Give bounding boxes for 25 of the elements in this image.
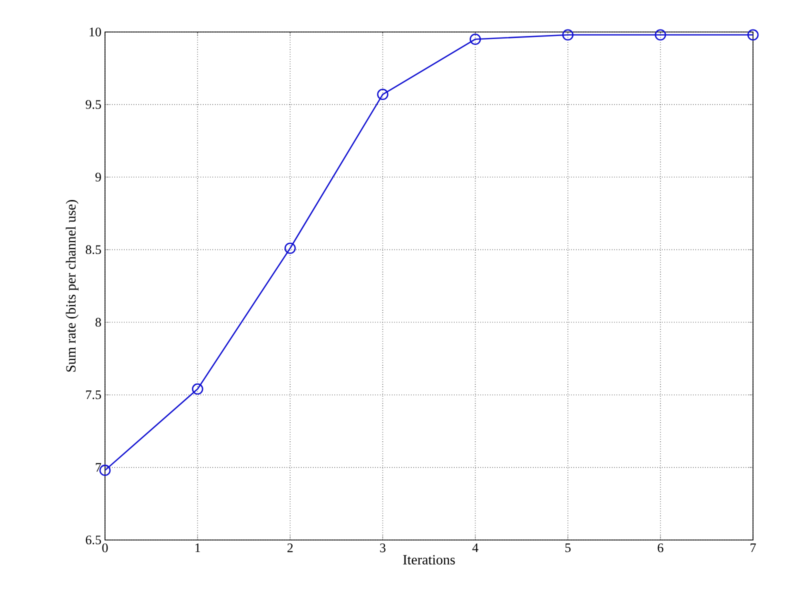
point bbox=[192, 383, 204, 395]
x-tick-label: 0 bbox=[102, 544, 108, 552]
y-tick-label: 6.5 bbox=[86, 536, 101, 544]
y-tick-label: 8.5 bbox=[86, 245, 101, 254]
point bbox=[470, 34, 481, 45]
point bbox=[747, 29, 759, 41]
x-tick-label: 5 bbox=[565, 544, 571, 552]
y-axis-title: Sum rate (bits per channel use) bbox=[66, 200, 78, 372]
x-tick-label: 1 bbox=[195, 544, 200, 552]
y-tick-label: 7.5 bbox=[86, 390, 101, 400]
x-tick-label: 6 bbox=[658, 544, 664, 552]
x-tick-label: 3 bbox=[380, 544, 386, 552]
y-tick-label: 9 bbox=[95, 172, 101, 182]
x-tick-label: 7 bbox=[750, 544, 756, 552]
x-tick-label: 2 bbox=[287, 544, 293, 552]
point bbox=[654, 29, 666, 41]
point bbox=[562, 29, 574, 41]
y-tick-label: 8 bbox=[96, 318, 101, 327]
x-tick-label: 4 bbox=[472, 544, 478, 552]
x-axis-title: Iterations bbox=[403, 555, 455, 564]
y-tick-label: 7 bbox=[96, 463, 102, 472]
y-tick-label: 10 bbox=[90, 28, 101, 36]
y-tick-label: 9.5 bbox=[86, 100, 101, 109]
point bbox=[377, 88, 388, 100]
point bbox=[284, 242, 296, 254]
